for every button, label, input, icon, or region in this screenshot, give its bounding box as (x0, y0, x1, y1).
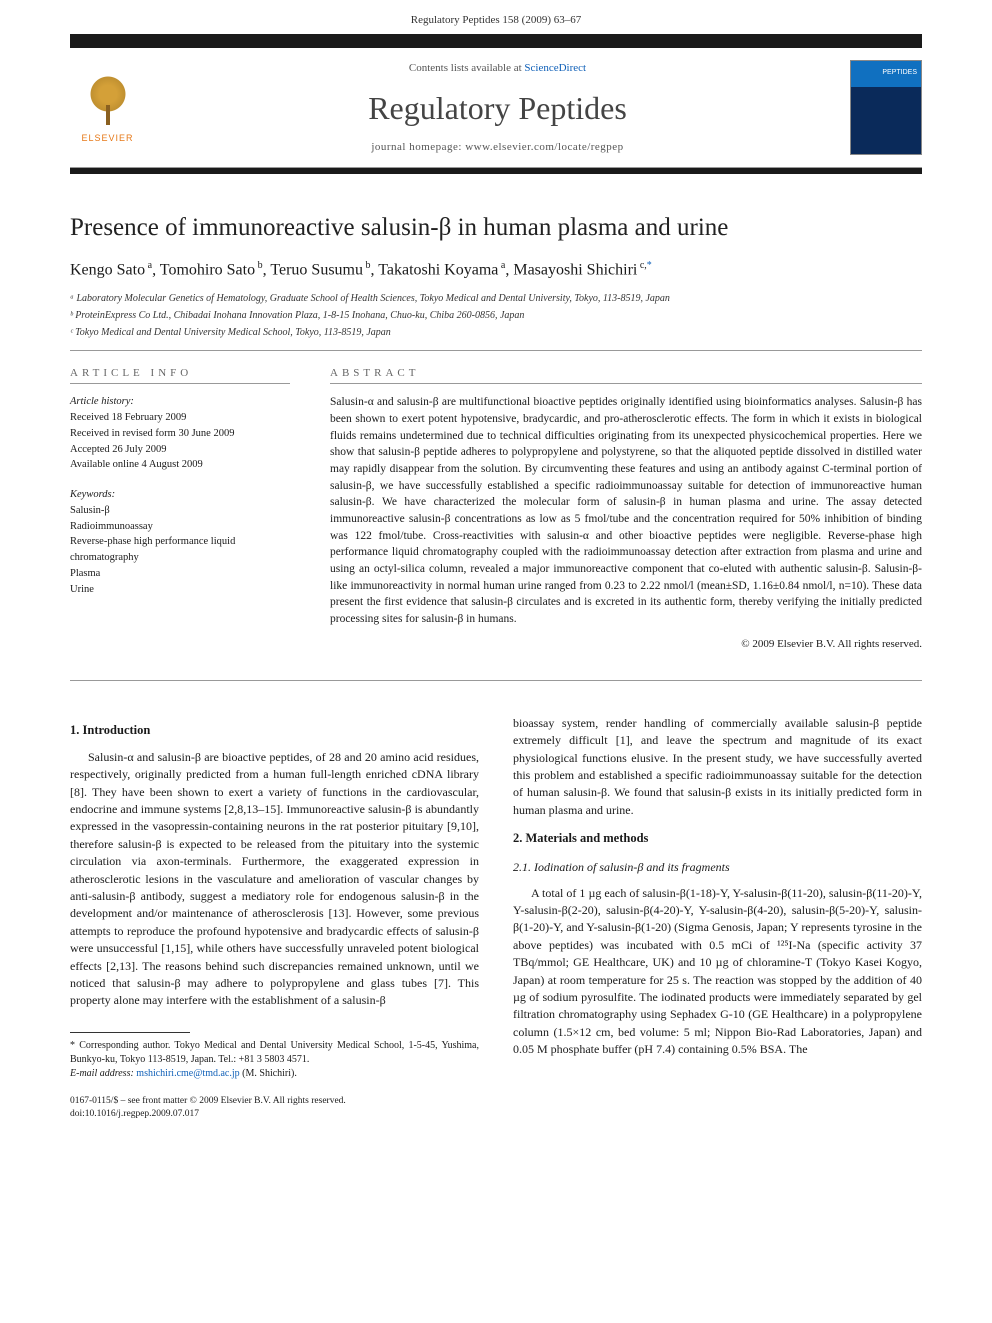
keyword: Reverse-phase high performance liquid ch… (70, 534, 290, 566)
corresponding-footnote: * Corresponding author. Tokyo Medical an… (70, 1039, 479, 1081)
elsevier-tree-icon (78, 73, 138, 133)
contents-available: Contents lists available at ScienceDirec… (161, 62, 834, 74)
article-info-heading: ARTICLE INFO (70, 367, 290, 384)
info-abstract-row: ARTICLE INFO Article history: Received 1… (70, 367, 922, 649)
history-block: Article history: Received 18 February 20… (70, 394, 290, 473)
corr-email-line: E-mail address: mshichiri.cme@tmd.ac.jp … (70, 1067, 479, 1081)
masthead-center: Contents lists available at ScienceDirec… (161, 62, 834, 153)
journal-cover-thumb (850, 60, 922, 155)
section-2-1-para-1: A total of 1 µg each of salusin-β(1-18)-… (513, 885, 922, 1059)
history-received: Received 18 February 2009 (70, 410, 290, 426)
history-accepted: Accepted 26 July 2009 (70, 442, 290, 458)
running-header: Regulatory Peptides 158 (2009) 63–67 (0, 0, 992, 34)
doi-line: doi:10.1016/j.regpep.2009.07.017 (70, 1108, 479, 1121)
section-2-1-heading: 2.1. Iodination of salusin-β and its fra… (513, 859, 922, 876)
corresponding-star: * (647, 260, 652, 271)
keyword: Radioimmunoassay (70, 519, 290, 535)
contents-prefix: Contents lists available at (409, 62, 524, 74)
affiliation-a: ᵃ Laboratory Molecular Genetics of Hemat… (70, 291, 922, 306)
abstract-copyright: © 2009 Elsevier B.V. All rights reserved… (330, 638, 922, 650)
right-column: bioassay system, render handling of comm… (513, 715, 922, 1122)
keyword: Urine (70, 582, 290, 598)
abstract-col: ABSTRACT Salusin-α and salusin-β are mul… (330, 367, 922, 649)
issn-line: 0167-0115/$ – see front matter © 2009 El… (70, 1095, 479, 1108)
section-1-para-1: Salusin-α and salusin-β are bioactive pe… (70, 749, 479, 1010)
article-info-col: ARTICLE INFO Article history: Received 1… (70, 367, 290, 649)
keywords-block: Keywords: Salusin-β Radioimmunoassay Rev… (70, 487, 290, 597)
section-2-heading: 2. Materials and methods (513, 829, 922, 847)
affiliation-c: ᶜ Tokyo Medical and Dental University Me… (70, 325, 922, 340)
footnote-rule (70, 1032, 190, 1033)
journal-homepage: journal homepage: www.elsevier.com/locat… (161, 141, 834, 153)
author-4: Takatoshi Koyama (378, 261, 498, 278)
email-suffix: (M. Shichiri). (240, 1068, 297, 1079)
divider (70, 350, 922, 351)
keyword: Salusin-β (70, 503, 290, 519)
top-rule (70, 34, 922, 48)
corr-address: * Corresponding author. Tokyo Medical an… (70, 1039, 479, 1067)
email-label: E-mail address: (70, 1068, 136, 1079)
section-1-para-2: bioassay system, render handling of comm… (513, 715, 922, 819)
elsevier-logo: ELSEVIER (70, 65, 145, 150)
author-5: Masayoshi Shichiri (513, 261, 637, 278)
divider (70, 680, 922, 681)
history-online: Available online 4 August 2009 (70, 457, 290, 473)
affil-mark: c, (637, 260, 646, 271)
affil-mark: a (145, 260, 152, 271)
affiliations: ᵃ Laboratory Molecular Genetics of Hemat… (70, 291, 922, 340)
affiliation-b: ᵇ ProteinExpress Co Ltd., Chibadai Inoha… (70, 308, 922, 323)
history-label: Article history: (70, 394, 290, 410)
affil-mark: b (255, 260, 263, 271)
history-revised: Received in revised form 30 June 2009 (70, 426, 290, 442)
elsevier-wordmark: ELSEVIER (81, 133, 133, 143)
author-list: Kengo Sato a, Tomohiro Sato b, Teruo Sus… (70, 260, 922, 279)
author-3: Teruo Susumu (270, 261, 363, 278)
author-2: Tomohiro Sato (160, 261, 255, 278)
section-1-heading: 1. Introduction (70, 721, 479, 739)
body-columns: 1. Introduction Salusin-α and salusin-β … (70, 715, 922, 1122)
keywords-label: Keywords: (70, 487, 290, 503)
email-link[interactable]: mshichiri.cme@tmd.ac.jp (136, 1068, 239, 1079)
abstract-text: Salusin-α and salusin-β are multifunctio… (330, 394, 922, 627)
author-1: Kengo Sato (70, 261, 145, 278)
keyword: Plasma (70, 566, 290, 582)
affil-mark: b (363, 260, 371, 271)
article-title: Presence of immunoreactive salusin-β in … (70, 214, 922, 242)
abstract-heading: ABSTRACT (330, 367, 922, 384)
sciencedirect-link[interactable]: ScienceDirect (524, 62, 586, 74)
journal-title: Regulatory Peptides (161, 90, 834, 127)
left-column: 1. Introduction Salusin-α and salusin-β … (70, 715, 479, 1122)
affil-mark: a (498, 260, 505, 271)
bottom-meta: 0167-0115/$ – see front matter © 2009 El… (70, 1095, 479, 1122)
journal-masthead: ELSEVIER Contents lists available at Sci… (70, 48, 922, 168)
